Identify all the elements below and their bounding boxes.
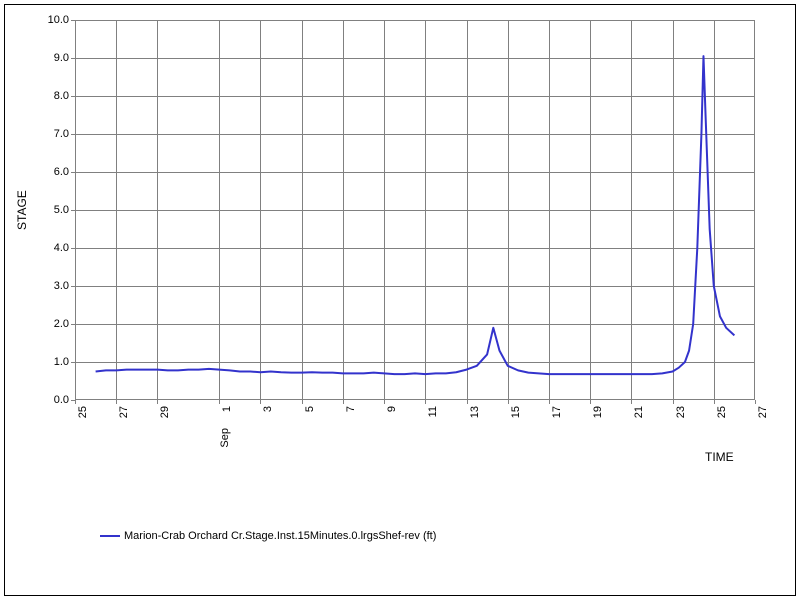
y-tick-label: 7.0 <box>54 128 75 140</box>
x-tick-label: 15 <box>508 406 522 418</box>
x-tick-mark <box>384 400 385 404</box>
x-tick-mark <box>157 400 158 404</box>
x-tick-mark <box>755 400 756 404</box>
x-tick-mark <box>673 400 674 404</box>
x-tick-label: 17 <box>549 406 563 418</box>
legend: Marion-Crab Orchard Cr.Stage.Inst.15Minu… <box>100 530 436 542</box>
x-tick-label: 3 <box>260 406 274 412</box>
x-tick-label: 21 <box>631 406 645 418</box>
x-tick-label: 1 <box>219 406 233 412</box>
x-tick-mark <box>302 400 303 404</box>
x-tick-label: 27 <box>116 406 130 418</box>
x-tick-label: 5 <box>302 406 316 412</box>
y-tick-label: 4.0 <box>54 242 75 254</box>
y-tick-label: 6.0 <box>54 166 75 178</box>
x-axis-title: TIME <box>705 450 734 464</box>
x-tick-mark <box>714 400 715 404</box>
x-tick-label: 11 <box>425 406 439 417</box>
x-tick-label: 29 <box>157 406 171 418</box>
legend-label: Marion-Crab Orchard Cr.Stage.Inst.15Minu… <box>124 530 436 542</box>
x-tick-mark <box>590 400 591 404</box>
chart-container: 0.0 1.0 2.0 3.0 4.0 5.0 6.0 7.0 8.0 9.0 10.0 25 27 29… <box>0 0 800 600</box>
x-tick-mark <box>631 400 632 404</box>
y-tick-label: 10.0 <box>48 14 75 26</box>
x-tick-label: 19 <box>590 406 604 418</box>
x-tick-label: 25 <box>714 406 728 418</box>
y-tick-label: 5.0 <box>54 204 75 216</box>
legend-line-swatch <box>100 535 120 537</box>
plot-area: 0.01.02.03.04.05.06.07.08.09.010.0252729… <box>75 20 755 400</box>
x-tick-label: 9 <box>384 406 398 412</box>
x-tick-label: 23 <box>673 406 687 418</box>
x-tick-mark <box>343 400 344 404</box>
y-tick-label: 3.0 <box>54 280 75 292</box>
x-tick-mark <box>75 400 76 404</box>
y-axis-title: STAGE <box>15 190 29 230</box>
series-line <box>75 20 755 400</box>
x-tick-label: 7 <box>343 406 357 412</box>
month-label: Sep <box>219 428 231 448</box>
y-tick-label: 1.0 <box>54 356 75 368</box>
y-tick-label: 0.0 <box>54 394 75 406</box>
x-tick-mark <box>549 400 550 404</box>
x-tick-label: 13 <box>467 406 481 418</box>
x-tick-mark <box>260 400 261 404</box>
x-tick-mark <box>219 400 220 404</box>
x-tick-mark <box>425 400 426 404</box>
x-tick-label: 25 <box>75 406 89 418</box>
x-tick-label: 27 <box>755 406 769 418</box>
x-tick-mark <box>508 400 509 404</box>
y-tick-label: 2.0 <box>54 318 75 330</box>
y-tick-label: 8.0 <box>54 90 75 102</box>
x-tick-mark <box>116 400 117 404</box>
y-tick-label: 9.0 <box>54 52 75 64</box>
x-tick-mark <box>467 400 468 404</box>
